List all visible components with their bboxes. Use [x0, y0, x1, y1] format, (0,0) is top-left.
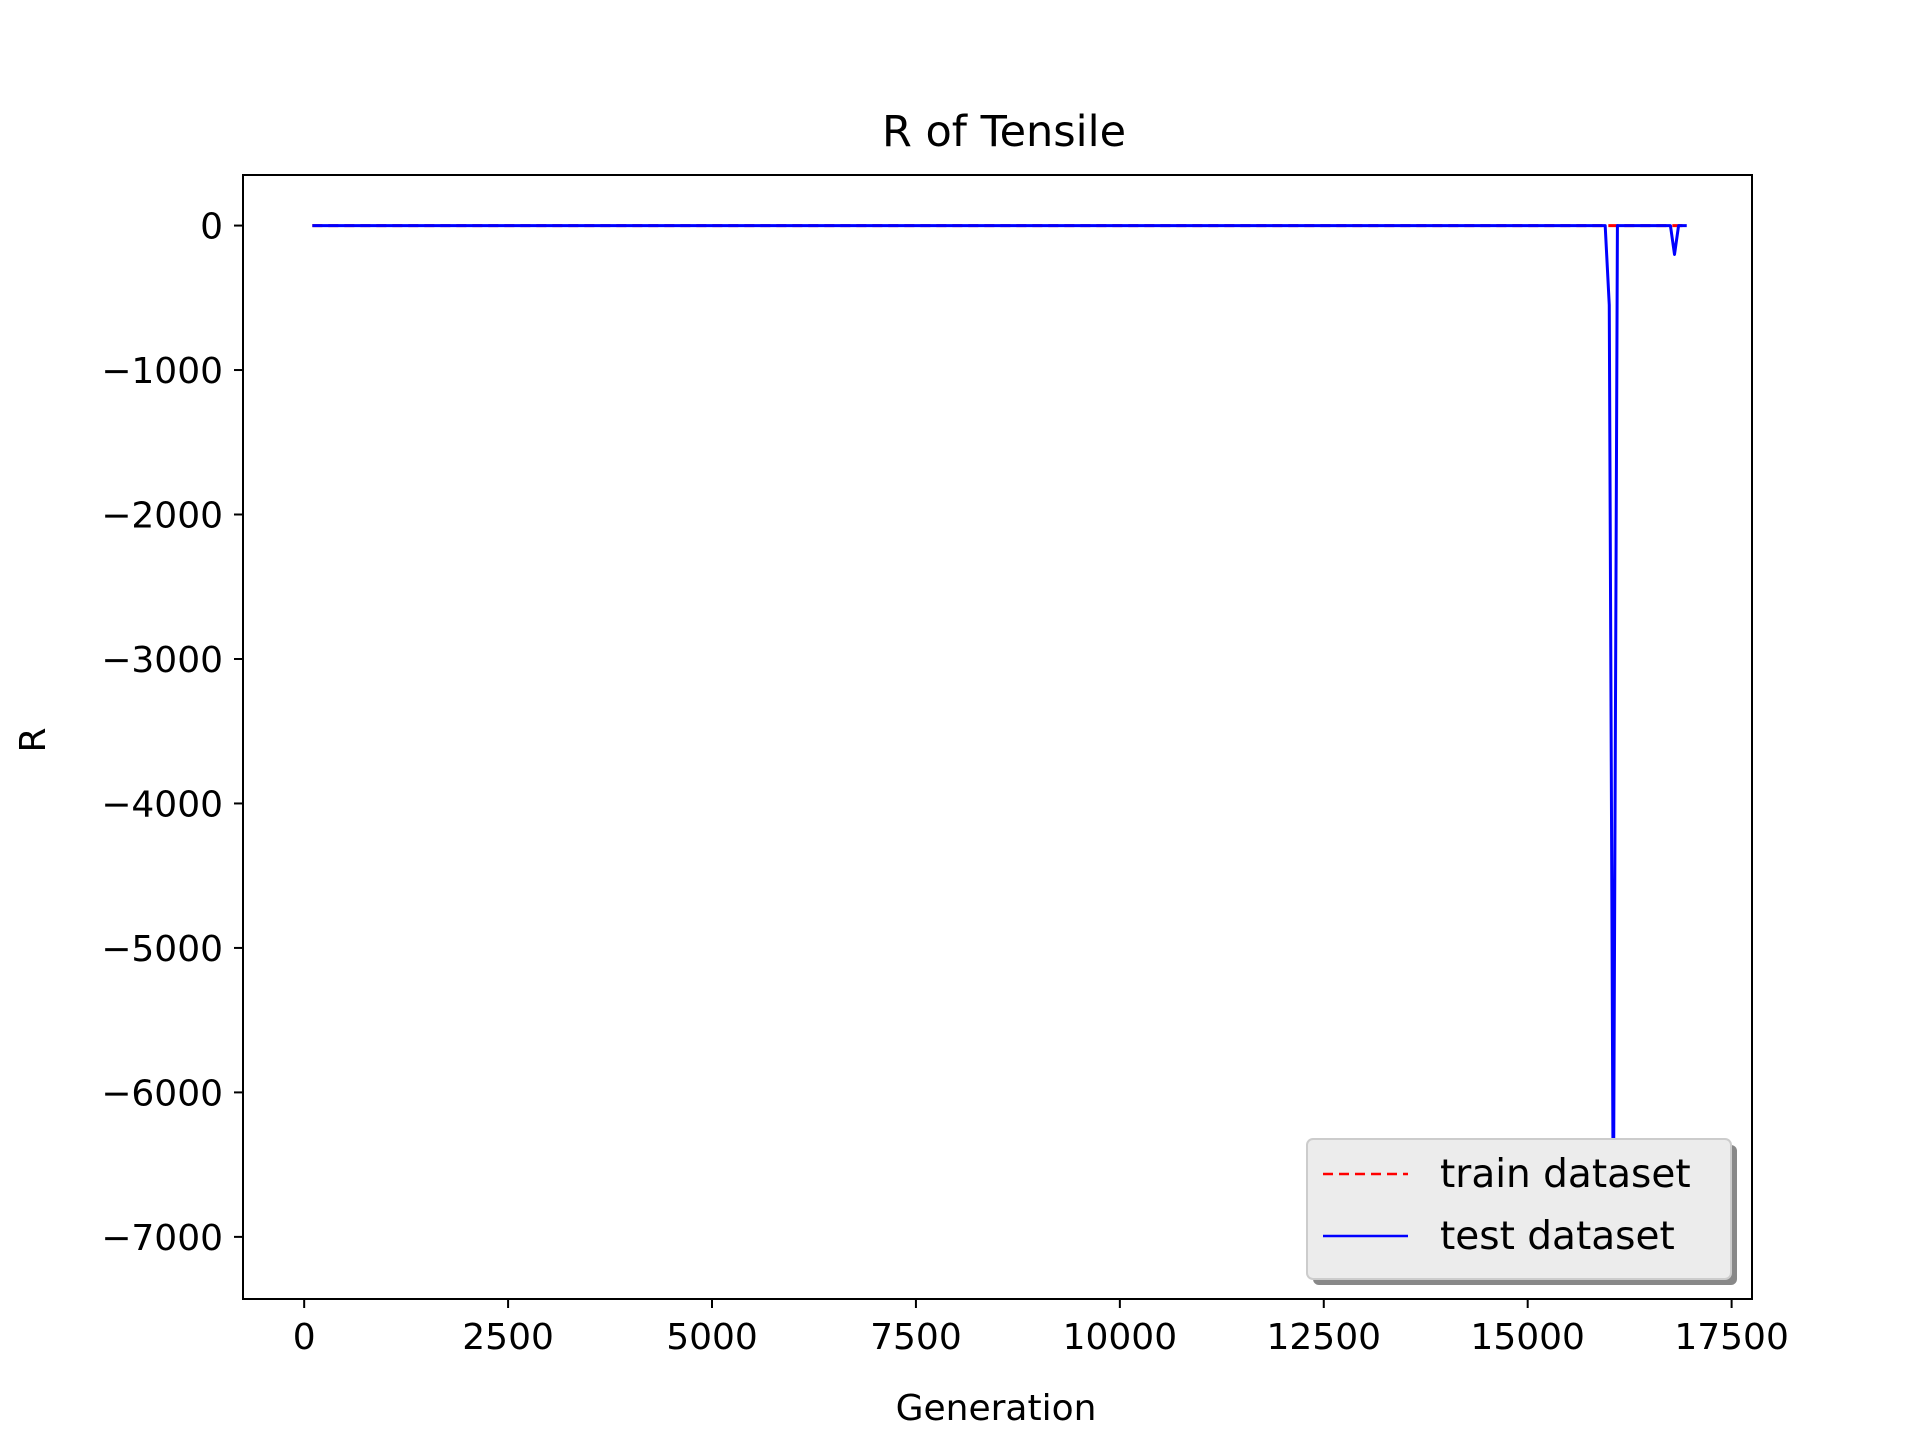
- y-tick-label: −4000: [101, 784, 223, 825]
- y-axis-label: R: [13, 727, 54, 752]
- legend-label-train-dataset: train dataset: [1440, 1152, 1691, 1197]
- series-line-test-dataset: [312, 224, 1687, 1239]
- y-tick-label: −6000: [101, 1073, 223, 1114]
- x-tick-label: 0: [293, 1317, 316, 1358]
- y-tick-label: −2000: [101, 496, 223, 537]
- plot-area: [243, 175, 1752, 1299]
- x-tick-label: 5000: [666, 1317, 758, 1358]
- plot-frame: [242, 174, 1753, 1300]
- legend-label-test-dataset: test dataset: [1440, 1214, 1675, 1259]
- x-tick-label: 7500: [870, 1317, 962, 1358]
- x-tick-label: 12500: [1267, 1317, 1382, 1358]
- x-tick-label: 2500: [462, 1317, 554, 1358]
- y-tick-label: −3000: [101, 640, 223, 681]
- x-tick-label: 17500: [1674, 1317, 1789, 1358]
- y-tick-label: −7000: [101, 1218, 223, 1259]
- x-tick-label: 15000: [1470, 1317, 1585, 1358]
- y-tick-label: −1000: [101, 351, 223, 392]
- chart-legend: train dataset test dataset: [1306, 1138, 1737, 1285]
- legend-box: [1306, 1138, 1732, 1280]
- axes-layer: 0 2500 5000 7500 10000 12500 15000 17500 0 −1000 −…: [101, 174, 1789, 1358]
- y-tick-label: −5000: [101, 929, 223, 970]
- x-tick-label: 10000: [1063, 1317, 1178, 1358]
- x-axis-label: Generation: [896, 1388, 1097, 1429]
- chart-title: R of Tensile: [882, 107, 1126, 157]
- series-layer: [312, 224, 1687, 1239]
- plot-background: [243, 175, 1752, 1299]
- y-tick-label: 0: [200, 207, 223, 248]
